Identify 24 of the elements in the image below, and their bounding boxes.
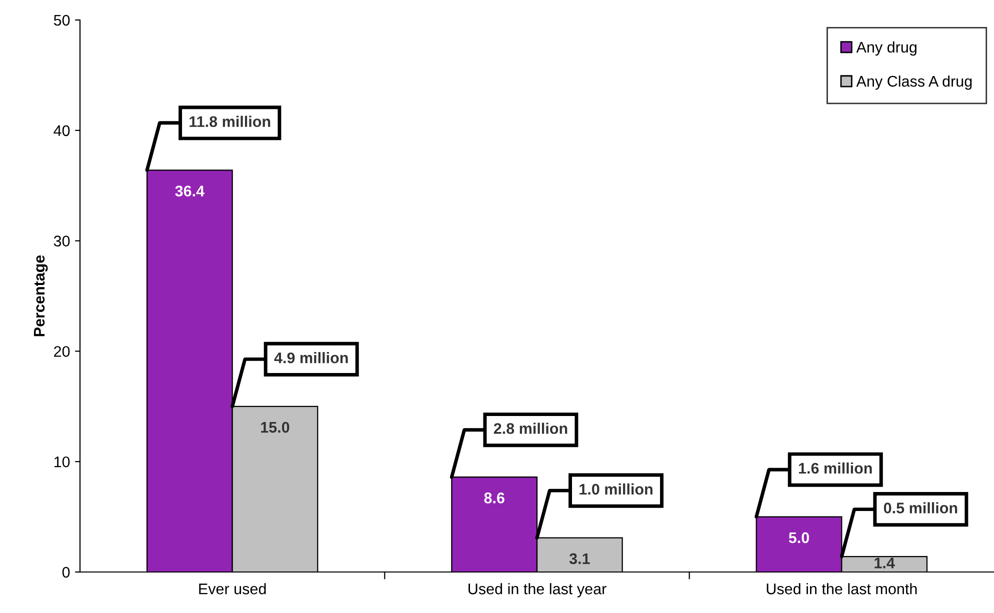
y-tick-label: 0 (62, 566, 70, 578)
legend-label: Any drug (856, 41, 916, 56)
data-label: 1.4 (874, 558, 895, 568)
y-tick-label: 20 (54, 346, 70, 357)
annotation: 1.6 million (798, 462, 872, 474)
annotation: 1.0 million (580, 483, 652, 495)
annotation: 4.9 million (274, 352, 348, 364)
annotation: 2.8 million (494, 422, 568, 434)
annotation: 11.8 million (190, 116, 270, 128)
data-label: 3.1 (569, 553, 590, 564)
y-tick-label: 10 (54, 456, 70, 468)
data-label: 15.0 (261, 422, 290, 433)
data-label: 8.6 (484, 492, 504, 504)
y-tick-label: 30 (54, 236, 70, 246)
x-tick-label: Used in the last year (468, 583, 606, 598)
legend-label: Any Class A drug (856, 75, 972, 90)
annotation: 0.5 million (884, 502, 958, 514)
x-tick-label: Ever used (199, 583, 266, 594)
x-tick-label: Used in the last month (766, 583, 917, 594)
y-tick-label: 40 (54, 125, 70, 136)
data-label: 5.0 (788, 532, 810, 544)
data-label: 36.4 (175, 186, 204, 196)
y-tick-label: 50 (54, 14, 70, 26)
y-axis-title: Percentage (34, 255, 48, 336)
